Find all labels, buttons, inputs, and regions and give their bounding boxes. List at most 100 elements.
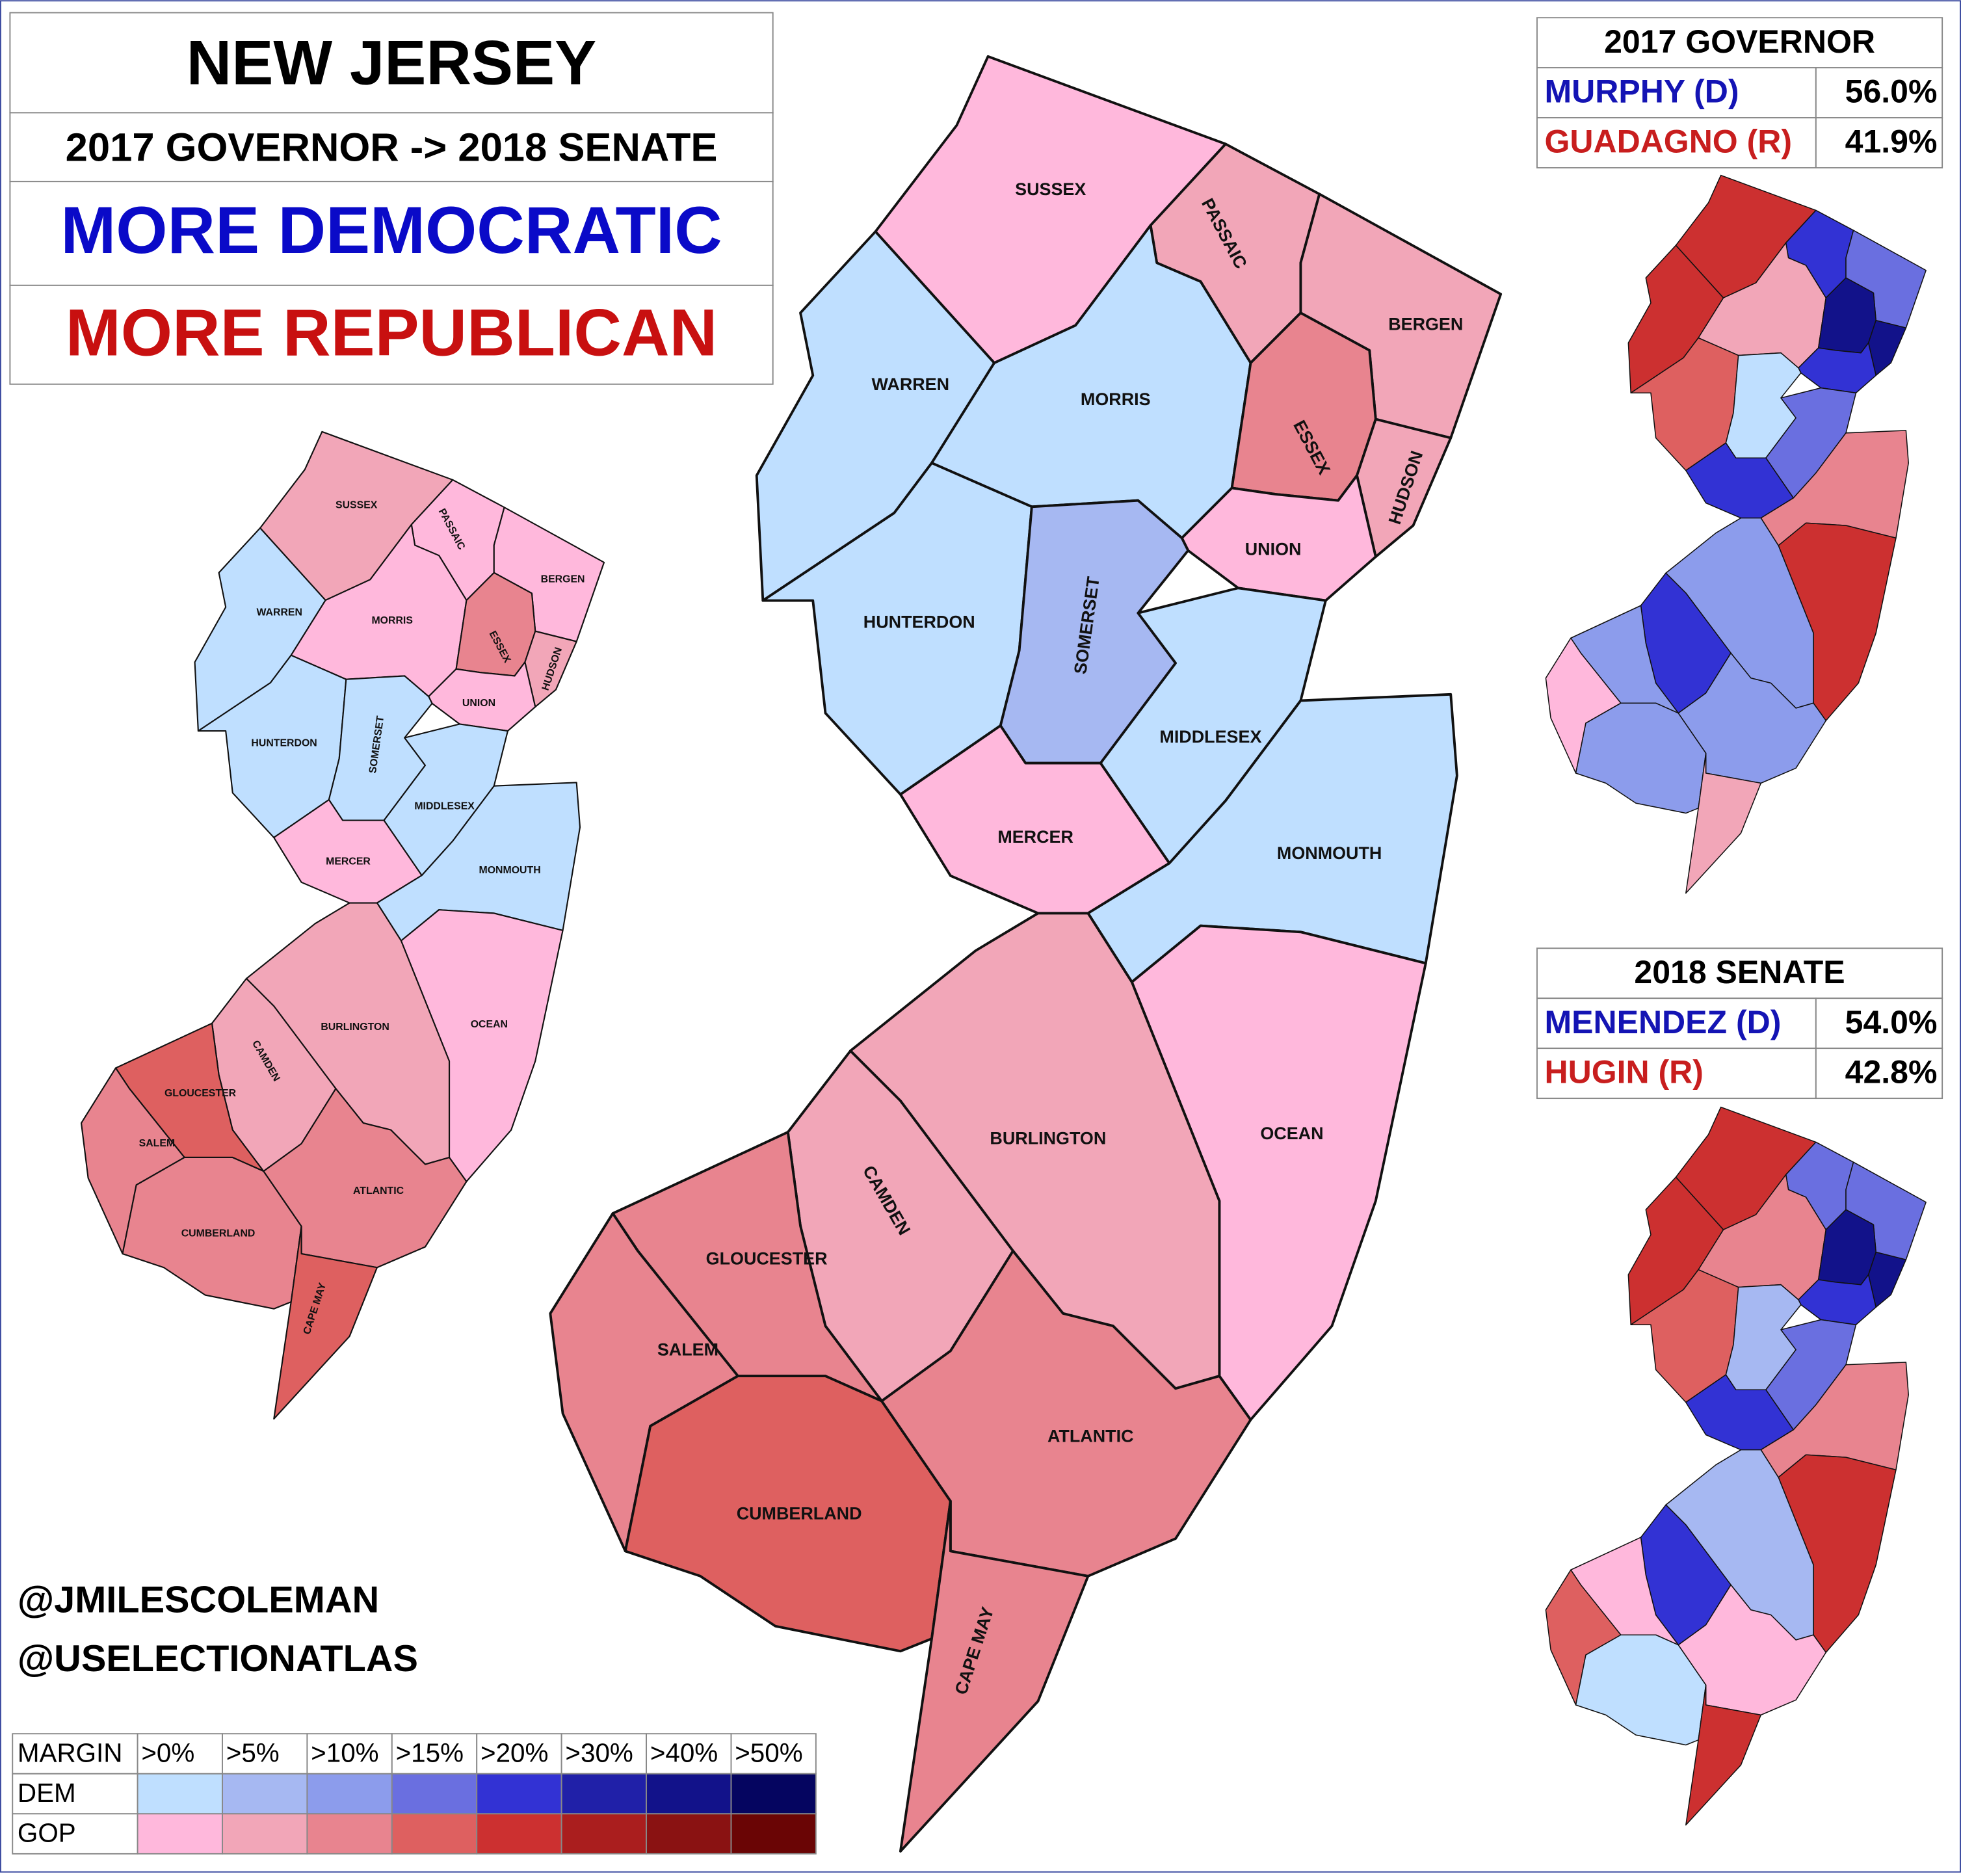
table-title: 2017 GOVERNOR bbox=[1604, 23, 1875, 60]
county-label: UNION bbox=[1245, 540, 1302, 559]
legend-swatch bbox=[222, 1773, 308, 1815]
county-label: MORRIS bbox=[1081, 390, 1151, 409]
cell bbox=[9, 112, 774, 183]
county-label: SALEM bbox=[657, 1340, 718, 1360]
legend-swatch bbox=[730, 1773, 817, 1815]
cell bbox=[1815, 67, 1943, 119]
county-label: WARREN bbox=[871, 375, 949, 394]
cell bbox=[476, 1733, 562, 1775]
more-democratic: MORE DEMOCRATIC bbox=[60, 193, 722, 267]
legend-swatch bbox=[391, 1813, 478, 1855]
cell bbox=[1536, 947, 1943, 999]
county bbox=[1678, 652, 1827, 784]
cell bbox=[391, 1733, 478, 1775]
county-label: SUSSEX bbox=[336, 499, 378, 510]
county-label: MONMOUTH bbox=[1277, 843, 1382, 863]
legend-row-label: GOP bbox=[18, 1818, 76, 1848]
county-label: MERCER bbox=[326, 856, 371, 867]
legend-threshold: >10% bbox=[311, 1738, 378, 1768]
more-republican: MORE REPUBLICAN bbox=[66, 296, 717, 370]
legend-threshold: >15% bbox=[396, 1738, 464, 1768]
county bbox=[1575, 1634, 1707, 1746]
legend-row-label: DEM bbox=[18, 1778, 76, 1808]
cell bbox=[1536, 997, 1817, 1050]
county-label: GLOUCESTER bbox=[165, 1088, 237, 1099]
county-map: SUSSEXPASSAICBERGENWARRENMORRISESSEXHUDS… bbox=[549, 55, 1503, 1853]
legend-swatch bbox=[476, 1813, 562, 1855]
county-label: ATLANTIC bbox=[1047, 1426, 1134, 1446]
legend-swatch bbox=[306, 1773, 393, 1815]
title-box: NEW JERSEY 2017 GOVERNOR -> 2018 SENATE … bbox=[9, 12, 774, 385]
county bbox=[524, 630, 577, 708]
legend-threshold: >20% bbox=[480, 1738, 548, 1768]
county bbox=[1867, 319, 1907, 377]
county-label: MIDDLESEX bbox=[414, 801, 475, 812]
cell bbox=[12, 1813, 138, 1855]
legend-swatch bbox=[391, 1773, 478, 1815]
county-label: SALEM bbox=[139, 1138, 176, 1149]
legend-threshold: >40% bbox=[650, 1738, 718, 1768]
county bbox=[1685, 752, 1762, 894]
county-label: MORRIS bbox=[371, 615, 412, 626]
county-label: ATLANTIC bbox=[353, 1185, 404, 1196]
legend-swatch bbox=[560, 1773, 648, 1815]
cell bbox=[1536, 17, 1943, 69]
county-label: OCEAN bbox=[471, 1019, 508, 1030]
county bbox=[1356, 417, 1453, 559]
county-label: BURLINGTON bbox=[321, 1022, 389, 1033]
county bbox=[1575, 702, 1707, 814]
cell bbox=[9, 181, 774, 286]
county bbox=[122, 1156, 302, 1310]
credit: @USELECTIONATLAS bbox=[18, 1638, 418, 1680]
subtitle: 2017 GOVERNOR -> 2018 SENATE bbox=[66, 125, 718, 170]
cell bbox=[1815, 997, 1943, 1050]
county-label: CUMBERLAND bbox=[181, 1228, 256, 1239]
vote-share: 56.0% bbox=[1845, 73, 1938, 110]
legend-swatch bbox=[306, 1813, 393, 1855]
cell bbox=[646, 1733, 732, 1775]
candidate: MENENDEZ (D) bbox=[1544, 1004, 1781, 1040]
county bbox=[273, 1225, 378, 1420]
cell bbox=[1536, 117, 1817, 168]
cell bbox=[1536, 1048, 1817, 1100]
table-title: 2018 SENATE bbox=[1634, 954, 1845, 990]
county-label: UNION bbox=[462, 698, 495, 709]
legend-swatch bbox=[560, 1813, 648, 1855]
cell bbox=[1536, 67, 1817, 119]
county bbox=[1685, 1684, 1762, 1826]
legend-threshold: >50% bbox=[735, 1738, 802, 1768]
county bbox=[1678, 1584, 1827, 1716]
candidate: HUGIN (R) bbox=[1544, 1054, 1703, 1090]
credit: @JMILESCOLEMAN bbox=[18, 1579, 379, 1620]
county-map bbox=[1545, 1106, 1927, 1826]
legend-threshold: >0% bbox=[141, 1738, 194, 1768]
legend: MARGIN >0% >5% >10% >15% >20% >30% >40% >50% DEM G… bbox=[12, 1733, 817, 1855]
title: NEW JERSEY bbox=[187, 29, 597, 98]
county bbox=[263, 1088, 467, 1269]
county-label: MIDDLESEX bbox=[1159, 727, 1261, 746]
legend-swatch bbox=[137, 1813, 223, 1855]
legend-swatch bbox=[646, 1813, 732, 1855]
legend-swatch bbox=[476, 1773, 562, 1815]
candidate: MURPHY (D) bbox=[1544, 73, 1739, 110]
legend-swatch bbox=[730, 1813, 817, 1855]
candidate: GUADAGNO (R) bbox=[1544, 124, 1792, 160]
county-label: HUNTERDON bbox=[251, 737, 317, 748]
cell bbox=[1815, 1048, 1943, 1100]
county-label: MONMOUTH bbox=[479, 865, 541, 876]
vote-share: 42.8% bbox=[1845, 1054, 1938, 1090]
cell bbox=[730, 1733, 817, 1775]
cell bbox=[1815, 117, 1943, 168]
county bbox=[1867, 1251, 1907, 1308]
cell bbox=[137, 1733, 223, 1775]
legend-swatch bbox=[222, 1813, 308, 1855]
cell bbox=[9, 284, 774, 385]
legend-threshold: >30% bbox=[565, 1738, 633, 1768]
county-label: HUNTERDON bbox=[863, 612, 975, 631]
county bbox=[899, 1499, 1090, 1853]
county-map bbox=[1545, 174, 1927, 894]
legend-threshold: >5% bbox=[226, 1738, 280, 1768]
result-tables: 2017 GOVERNOR MURPHY (D) 56.0% GUADAGNO (R)… bbox=[1536, 17, 1943, 1100]
